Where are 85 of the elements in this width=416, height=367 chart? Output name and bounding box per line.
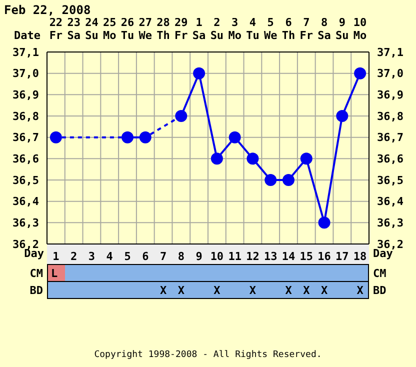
x2-tick-label: 5 We (264, 16, 278, 42)
x-tick-label: 11 (228, 250, 242, 263)
x2-tick-label: 29 Fr (174, 16, 188, 42)
x-tick-label: 1 (52, 250, 60, 263)
x-tick-label: 8 (178, 250, 184, 263)
x2-tick-label: 10 Mo (353, 16, 368, 42)
text: X (356, 284, 364, 297)
x-tick-label: 9 (196, 250, 202, 263)
x2-tick-label: 4 Tu (246, 16, 260, 42)
x2-tick-label: 27 We (138, 16, 152, 42)
point (139, 131, 152, 144)
x-tick-label: 6 (142, 250, 150, 263)
text: X (160, 284, 167, 297)
x2-tick-label: 2 Su (210, 16, 224, 42)
x2-tick-label: 9 Su (336, 16, 349, 42)
y2-tick-label: 37,1 (377, 46, 404, 59)
point (336, 110, 348, 122)
x2-axis-title: Date (14, 29, 40, 42)
x-tick-label: 13 (264, 250, 278, 263)
x-tick-label: 10 (210, 250, 224, 263)
x-tick-label: 14 (282, 250, 296, 263)
y-tick-label: 36,5 (12, 174, 39, 187)
point (175, 110, 188, 122)
y2-tick-label: CM (373, 267, 387, 280)
x-tick-label: 7 (160, 250, 167, 263)
y2-tick-label: 36,6 (377, 152, 404, 166)
y-tick-label: 36,7 (12, 131, 39, 144)
text: X (249, 284, 256, 297)
point (228, 131, 241, 144)
y2-tick-label: 36,9 (377, 88, 404, 102)
y-tick-label: 36,8 (12, 110, 39, 123)
y-tick-label: 36,6 (12, 152, 40, 166)
x-tick-label: 3 (88, 250, 96, 263)
x-tick-label: 4 (106, 250, 114, 263)
text: X (214, 284, 220, 297)
point (210, 152, 223, 165)
x-tick-label: 5 (124, 250, 131, 263)
x2-tick-label: 24 Su (85, 16, 99, 42)
y-tick-label: CM (30, 267, 44, 280)
text: X (178, 284, 184, 297)
x2-tick-label: 26 Tu (120, 16, 134, 42)
y2-tick-label: 36,7 (377, 131, 404, 144)
text: X (285, 284, 292, 297)
text: X (320, 284, 328, 297)
y-tick-label: 36,9 (12, 88, 39, 102)
point (282, 174, 294, 186)
y2-tick-label: BD (373, 284, 387, 297)
x2-tick-label: 28 Th (156, 16, 170, 42)
x-tick-label: 17 (336, 250, 349, 263)
point (246, 152, 259, 165)
x-tick-label: 15 (300, 250, 314, 263)
y2-tick-label: 36,8 (377, 110, 404, 123)
y-tick-label: 37,0 (12, 67, 39, 80)
x2-tick-label: 7 Fr (300, 16, 314, 42)
y2-tick-label: 36,3 (377, 216, 404, 230)
text: L (51, 267, 58, 280)
y2-tick-label: 37,0 (377, 67, 404, 80)
y-tick-label: 36,3 (12, 216, 39, 230)
y-tick-label: 37,1 (12, 46, 40, 59)
x-tick-label: 16 (318, 250, 332, 263)
x2-tick-label: 25 Mo (102, 16, 117, 42)
x2-tick-label: 8 Sa (318, 16, 331, 42)
x2-tick-label: 22 Fr (49, 16, 63, 42)
point (193, 67, 206, 80)
x-tick-label: 12 (246, 250, 260, 263)
text: Copyright 1998-2008 - All Rights Reserved. (93, 350, 323, 360)
point (318, 216, 330, 229)
y-tick-label: BD (30, 284, 44, 297)
x-tick-label: 18 (353, 250, 367, 263)
point (300, 152, 312, 165)
x2-tick-label: 23 Sa (67, 16, 80, 42)
chart-title: Feb 22, 2008 (4, 3, 91, 17)
x2-tick-label: 3 Mo (228, 16, 242, 42)
point (354, 67, 366, 80)
y2-tick-label: 36,4 (377, 195, 404, 208)
y-tick-label: 36,2 (12, 238, 39, 251)
x2-tick-label: 6 Th (282, 16, 296, 42)
point (122, 131, 134, 144)
point (50, 131, 62, 144)
text: X (303, 284, 310, 297)
x2-tick-label: 1 Sa (192, 16, 206, 42)
y-tick-label: 36,4 (12, 195, 40, 208)
x-tick-label: 2 (70, 250, 78, 263)
point (264, 174, 277, 186)
y2-tick-label: 36,5 (377, 174, 404, 187)
